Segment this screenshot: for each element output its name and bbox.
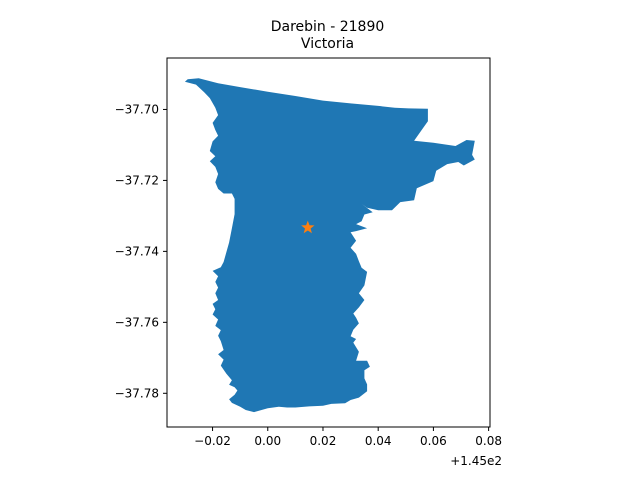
chart-title-line2: Victoria xyxy=(301,36,354,52)
y-tick-label: −37.78 xyxy=(115,386,159,400)
x-tick-label: 0.04 xyxy=(365,434,392,448)
x-tick-label: 0.02 xyxy=(310,434,337,448)
chart-title-line1: Darebin - 21890 xyxy=(271,19,385,35)
centroid-star-marker xyxy=(301,220,315,234)
centroid-marker-layer xyxy=(301,220,315,234)
y-axis: −37.70 −37.72 −37.74 −37.76 −37.78 xyxy=(115,102,167,400)
region-boundary xyxy=(184,78,475,413)
y-tick-label: −37.76 xyxy=(115,315,159,329)
x-tick-label: 0.08 xyxy=(475,434,502,448)
y-tick-label: −37.74 xyxy=(115,244,159,258)
x-tick-label: −0.02 xyxy=(194,434,231,448)
axes-frame xyxy=(166,57,491,428)
x-tick-label: 0.00 xyxy=(254,434,281,448)
y-tick-label: −37.72 xyxy=(115,173,159,187)
x-tick-label: 0.06 xyxy=(420,434,447,448)
y-tick-label: −37.70 xyxy=(115,102,159,116)
x-axis-offset-label: +1.45e2 xyxy=(450,454,502,468)
x-axis: −0.02 0.00 0.02 0.04 0.06 0.08 xyxy=(194,427,502,448)
